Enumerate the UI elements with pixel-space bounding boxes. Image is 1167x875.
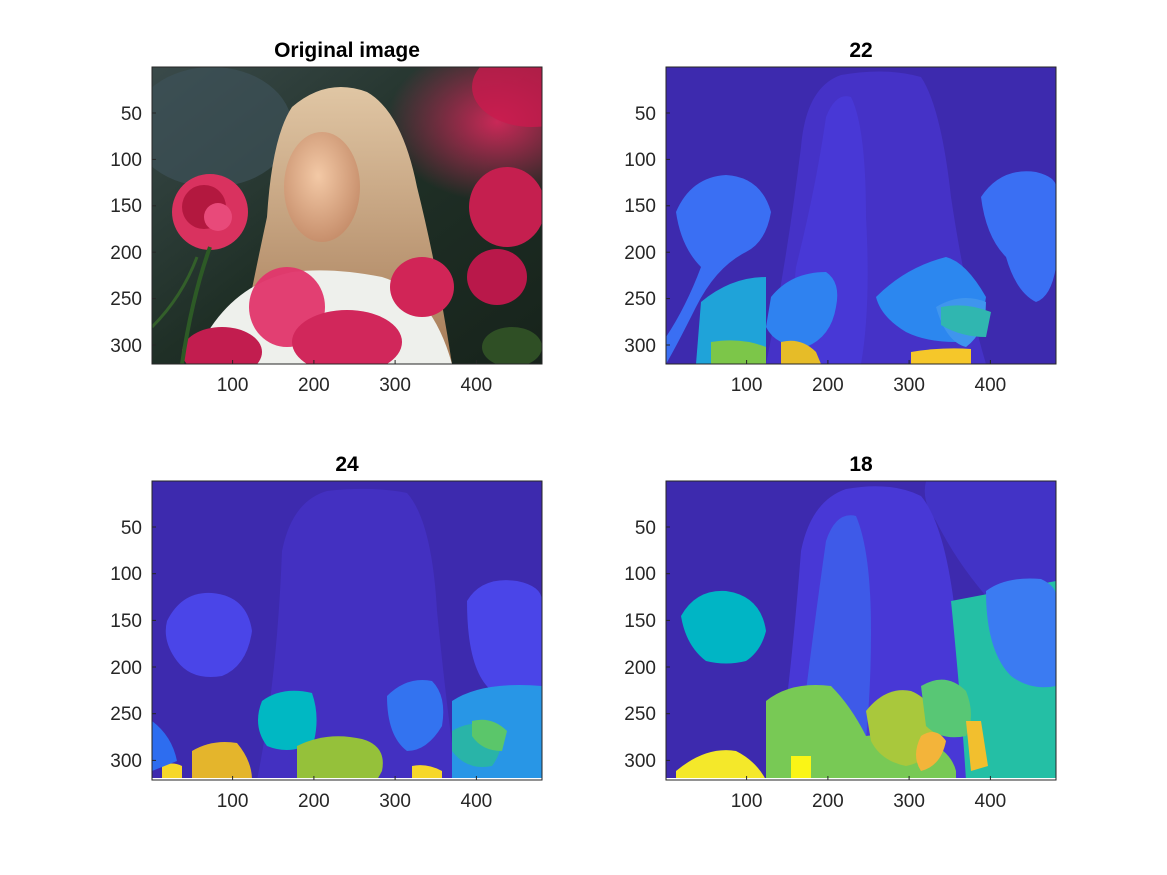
panel-title: Original image <box>274 39 420 62</box>
x-ticks: 100 200 300 400 <box>731 776 1007 812</box>
y-tick-label: 300 <box>110 751 142 772</box>
y-tick-label: 150 <box>110 611 142 632</box>
y-tick-label: 200 <box>624 658 656 679</box>
axes-frame <box>151 66 543 365</box>
y-tick-label: 250 <box>624 289 656 310</box>
y-tick-label: 250 <box>110 704 142 725</box>
x-tick-label: 100 <box>731 375 763 396</box>
y-tick-label: 100 <box>624 150 656 171</box>
x-tick-label: 400 <box>461 791 493 812</box>
y-tick-label: 300 <box>110 336 142 357</box>
y-tick-label: 200 <box>110 243 142 264</box>
x-tick-label: 400 <box>975 375 1007 396</box>
panel-title: 24 <box>335 453 359 476</box>
x-tick-label: 400 <box>461 375 493 396</box>
x-tick-label: 100 <box>731 791 763 812</box>
panel-title: 18 <box>849 453 873 476</box>
x-tick-label: 200 <box>298 791 330 812</box>
x-tick-label: 400 <box>975 791 1007 812</box>
axes-frame <box>665 480 1057 781</box>
x-tick-label: 300 <box>379 375 411 396</box>
y-tick-label: 100 <box>110 564 142 585</box>
y-tick-label: 50 <box>635 104 656 125</box>
x-ticks: 100 200 300 400 <box>731 360 1007 396</box>
y-tick-label: 150 <box>110 196 142 217</box>
y-tick-label: 100 <box>110 150 142 171</box>
axes-frame <box>151 480 543 781</box>
x-tick-label: 300 <box>893 791 925 812</box>
x-ticks: 100 200 300 400 <box>217 360 493 396</box>
y-tick-label: 250 <box>110 289 142 310</box>
y-ticks: 50 100 150 200 250 300 <box>110 518 156 772</box>
y-tick-label: 150 <box>624 611 656 632</box>
y-tick-label: 300 <box>624 336 656 357</box>
x-tick-label: 100 <box>217 375 249 396</box>
x-ticks: 100 200 300 400 <box>217 776 493 812</box>
panel-24: 100 200 300 400 50 100 150 200 250 300 2… <box>110 453 543 812</box>
y-ticks: 50 100 150 200 250 300 <box>624 104 670 357</box>
original-photo <box>152 67 542 364</box>
y-tick-label: 300 <box>624 751 656 772</box>
y-tick-label: 50 <box>121 518 142 539</box>
y-ticks: 50 100 150 200 250 300 <box>624 518 670 772</box>
y-tick-label: 200 <box>110 658 142 679</box>
y-tick-label: 100 <box>624 564 656 585</box>
y-tick-label: 150 <box>624 196 656 217</box>
y-ticks: 50 100 150 200 250 300 <box>110 104 156 357</box>
segmentation-map <box>666 67 1056 364</box>
x-tick-label: 200 <box>298 375 330 396</box>
panel-title: 22 <box>849 39 872 62</box>
segmentation-map <box>152 481 542 778</box>
segmentation-map <box>666 481 1056 778</box>
y-tick-label: 50 <box>121 104 142 125</box>
panel-18: 100 200 300 400 50 100 150 200 250 300 1… <box>624 453 1057 812</box>
x-tick-label: 300 <box>893 375 925 396</box>
panel-22: 100 200 300 400 50 100 150 200 250 300 2… <box>624 39 1057 396</box>
axes-frame <box>665 66 1057 365</box>
x-tick-label: 200 <box>812 375 844 396</box>
y-tick-label: 200 <box>624 243 656 264</box>
x-tick-label: 300 <box>379 791 411 812</box>
y-tick-label: 50 <box>635 518 656 539</box>
y-tick-label: 250 <box>624 704 656 725</box>
panel-original: 100 200 300 400 50 100 150 200 250 300 O… <box>110 39 543 396</box>
x-tick-label: 200 <box>812 791 844 812</box>
x-tick-label: 100 <box>217 791 249 812</box>
